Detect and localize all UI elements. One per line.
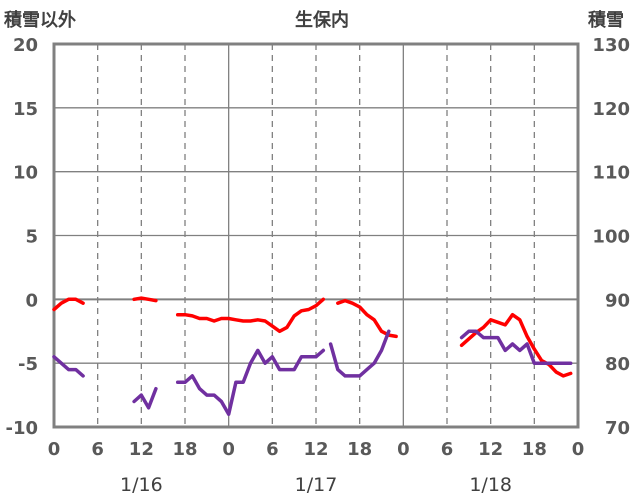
x-tick-label: 18	[522, 439, 547, 460]
snow-depth-line	[328, 329, 391, 378]
x-tick-label: 18	[347, 439, 372, 460]
right-tick-label: 70	[605, 418, 630, 439]
left-tick-label: -5	[18, 354, 38, 375]
right-tick-label: 90	[605, 290, 630, 311]
red-series-line	[175, 297, 326, 334]
left-tick-label: -10	[5, 418, 38, 439]
right-tick-label: 130	[592, 35, 630, 56]
x-tick-label: 0	[222, 439, 235, 460]
grid	[54, 44, 578, 427]
x-tick-label: 6	[91, 439, 104, 460]
series-layer	[52, 296, 573, 416]
left-tick-label: 0	[25, 290, 38, 311]
red-series-line	[52, 297, 85, 312]
x-tick-label: 6	[441, 439, 454, 460]
chart-title: 生保内	[295, 9, 349, 31]
right-tick-label: 80	[605, 354, 630, 375]
date-label: 1/16	[120, 474, 163, 496]
x-tick-label: 12	[129, 439, 154, 460]
left-tick-label: 10	[13, 163, 38, 184]
left-axis-label: 積雪以外	[3, 9, 76, 31]
x-tick-label: 12	[478, 439, 503, 460]
right-tick-label: 110	[592, 163, 630, 184]
left-tick-label: 15	[13, 99, 38, 120]
red-series-line	[132, 296, 158, 303]
left-tick-label: 20	[13, 35, 38, 56]
right-axis-label: 積雪	[587, 9, 624, 31]
plot-frame	[52, 42, 580, 429]
snow-depth-line	[459, 329, 573, 365]
snow-depth-line	[52, 355, 85, 378]
snow-depth-line	[175, 348, 326, 416]
x-tick-label: 0	[572, 439, 585, 460]
date-label: 1/18	[469, 474, 512, 496]
red-series-line	[459, 312, 573, 378]
date-label: 1/17	[295, 474, 338, 496]
right-tick-label: 120	[592, 99, 630, 120]
x-tick-label: 18	[172, 439, 197, 460]
snow-depth-line	[132, 386, 158, 410]
left-tick-label: 5	[25, 227, 38, 248]
right-tick-label: 100	[592, 227, 630, 248]
x-tick-label: 0	[397, 439, 410, 460]
x-tick-label: 6	[266, 439, 279, 460]
x-tick-label: 12	[303, 439, 328, 460]
x-tick-label: 0	[48, 439, 61, 460]
